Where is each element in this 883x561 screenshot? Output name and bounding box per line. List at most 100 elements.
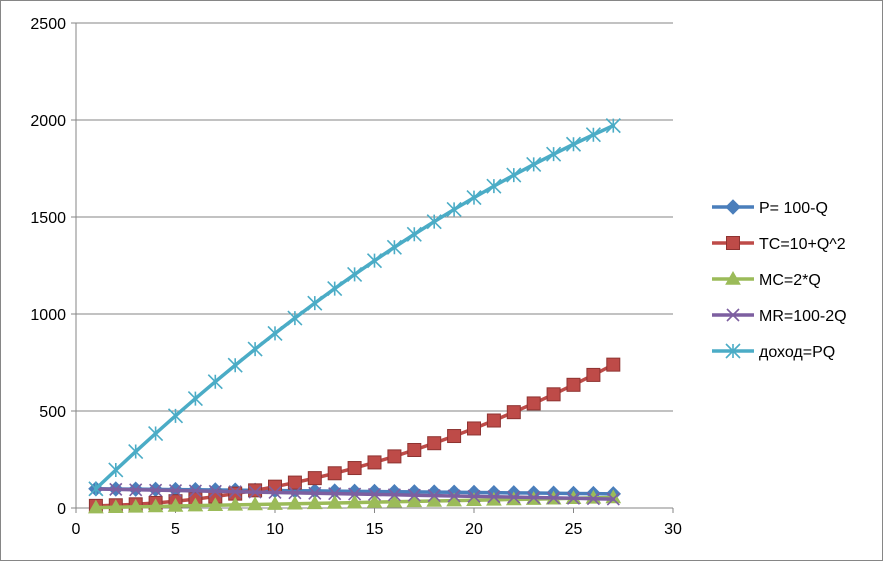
legend-marker (725, 199, 741, 215)
data-point (586, 367, 601, 382)
data-point (387, 449, 402, 464)
data-point (107, 499, 124, 513)
data-point (447, 429, 462, 444)
data-point (288, 486, 302, 500)
data-point (247, 341, 263, 357)
data-point (287, 475, 302, 490)
legend-label: P= 100-Q (759, 200, 828, 217)
series-3 (89, 482, 620, 506)
legend-item: MR=100-2Q (712, 308, 847, 325)
data-point (446, 201, 462, 217)
y-tick-label: 2000 (30, 113, 66, 130)
data-point (227, 357, 243, 373)
data-point (467, 421, 481, 436)
data-point (386, 239, 402, 255)
series-4 (88, 118, 621, 497)
data-point (346, 494, 363, 509)
legend-marker (726, 308, 740, 322)
data-point (187, 391, 203, 407)
data-point (108, 462, 124, 478)
data-point (306, 495, 323, 510)
x-tick-label: 20 (465, 521, 483, 538)
data-point (129, 483, 143, 497)
data-point (565, 136, 582, 152)
legend-label: TC=10+Q^2 (759, 236, 846, 253)
data-point (606, 492, 620, 506)
data-point (387, 488, 401, 502)
data-point (406, 226, 422, 242)
data-point (328, 487, 342, 501)
data-point (506, 167, 522, 183)
legend-marker (726, 236, 740, 250)
data-point (527, 490, 541, 505)
x-tick-label: 10 (266, 521, 284, 538)
data-point (427, 489, 441, 503)
data-point (486, 178, 502, 194)
data-point (407, 442, 422, 457)
data-point (447, 489, 461, 503)
series-group (88, 118, 622, 514)
data-point (546, 387, 561, 402)
data-point (526, 156, 542, 172)
y-tick-label: 0 (57, 501, 66, 518)
data-point (208, 484, 222, 498)
y-tick-label: 500 (39, 404, 66, 421)
data-point (327, 281, 343, 297)
data-point (207, 497, 224, 512)
legend-item: P= 100-Q (712, 199, 828, 217)
legend-item: MC=2*Q (712, 270, 821, 289)
data-point (188, 484, 202, 498)
legend-item: доход=PQ (712, 343, 835, 361)
data-point (586, 492, 600, 506)
data-point (267, 496, 283, 510)
data-point (606, 357, 621, 372)
data-point (566, 377, 581, 392)
x-tick-label: 5 (171, 521, 180, 538)
data-point (347, 461, 362, 476)
y-tick-label: 1500 (30, 210, 66, 227)
data-point (148, 425, 164, 442)
data-point (167, 408, 184, 424)
x-tick-label: 30 (664, 521, 682, 538)
data-point (486, 491, 502, 506)
legend: P= 100-Q TC=10+Q^2 MC=2*Q MR=100-2Q доход=PQ (712, 199, 847, 361)
data-point (486, 413, 501, 428)
data-point (566, 491, 581, 505)
data-point (307, 295, 323, 311)
data-point (127, 498, 144, 513)
legend-label: доход=PQ (759, 344, 835, 361)
data-point (506, 405, 521, 420)
data-point (268, 485, 282, 500)
data-point (307, 471, 322, 486)
data-point (585, 127, 601, 143)
data-point (88, 481, 104, 497)
data-point (207, 374, 223, 390)
legend-label: MR=100-2Q (759, 308, 847, 325)
data-point (367, 487, 382, 501)
series-line (94, 123, 616, 491)
legend-label: MC=2*Q (759, 272, 821, 289)
data-point (386, 493, 403, 508)
data-point (466, 190, 482, 206)
data-point (287, 310, 303, 326)
data-point (109, 482, 123, 496)
y-tick-label: 2500 (30, 16, 66, 33)
data-point (228, 485, 242, 499)
data-point (308, 486, 322, 500)
legend-marker (725, 270, 741, 285)
x-tick-label: 15 (366, 521, 384, 538)
x-tick-label: 0 (72, 521, 81, 538)
y-tick-label: 1000 (30, 307, 66, 324)
x-tick-label: 25 (565, 521, 583, 538)
data-point (487, 490, 501, 504)
data-point (426, 214, 442, 230)
data-point (547, 491, 561, 505)
data-point (427, 436, 442, 451)
data-point (605, 118, 621, 134)
legend-item: TC=10+Q^2 (712, 236, 846, 253)
data-point (248, 485, 262, 499)
data-point (546, 146, 562, 162)
data-point (406, 493, 423, 508)
data-point (187, 497, 204, 512)
